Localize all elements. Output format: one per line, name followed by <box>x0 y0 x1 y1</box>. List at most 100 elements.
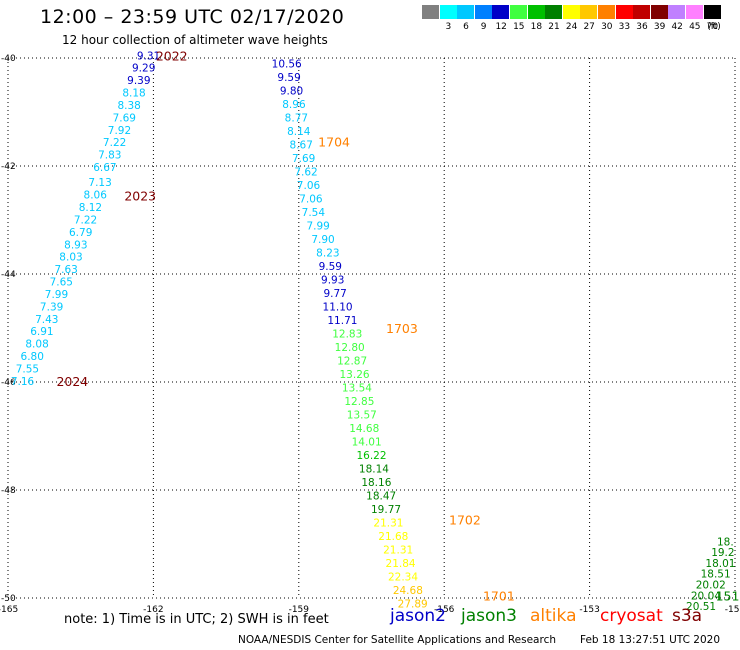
legend-label: 42 <box>671 22 683 32</box>
wave-height-value: 6.91 <box>30 326 53 338</box>
legend-swatch <box>422 5 439 19</box>
legend-swatch <box>580 5 598 19</box>
wave-height-value: 7.69 <box>292 153 315 165</box>
wave-height-value: 9.29 <box>132 63 155 75</box>
lon-tick-label: -153 <box>579 605 599 615</box>
wave-height-value: 11.10 <box>323 301 353 313</box>
legend-label: 39 <box>653 22 666 32</box>
legend-swatch <box>439 5 457 19</box>
wave-height-value: 6.79 <box>69 227 92 239</box>
track-pass-label: 2022 <box>156 48 188 63</box>
wave-height-value: 9.39 <box>127 75 150 87</box>
wave-height-value: 7.55 <box>16 364 39 376</box>
satellite-name-altika: altika <box>530 606 577 626</box>
wave-height-value: 24.68 <box>393 585 423 597</box>
wave-height-value: 18.16 <box>361 477 391 489</box>
wave-height-value: 11.71 <box>327 315 357 327</box>
legend-unit: (ft) <box>707 22 721 32</box>
track-pass-label: 1703 <box>386 321 418 336</box>
wave-height-value: 7.16 <box>11 376 35 388</box>
legend-swatch <box>457 5 475 19</box>
legend-label: 12 <box>495 22 507 32</box>
legend-swatch <box>474 5 492 19</box>
wave-height-value: 8.14 <box>287 126 311 138</box>
wave-height-value: 6.80 <box>21 351 44 363</box>
wave-height-value: 13.54 <box>342 382 372 394</box>
legend-swatch <box>668 5 686 19</box>
wave-height-value: 12.83 <box>332 328 362 340</box>
wave-height-value: 18.51 <box>701 569 731 581</box>
track-pass-label: 2024 <box>56 374 88 389</box>
footer-credit: NOAA/NESDIS Center for Satellite Applica… <box>238 634 556 646</box>
wave-height-value: 7.92 <box>108 125 131 137</box>
wave-height-value: 9.59 <box>319 261 342 273</box>
lon-tick-label: -165 <box>0 605 18 615</box>
legend-label: 30 <box>601 22 613 32</box>
legend-swatch <box>650 5 668 19</box>
wave-height-value: 8.06 <box>84 190 108 202</box>
wave-height-value: 21.31 <box>373 517 403 529</box>
lat-tick-label: -50 <box>1 594 16 604</box>
wave-height-value: 6.67 <box>93 162 116 174</box>
wave-height-value: 9.59 <box>277 72 300 84</box>
wave-height-value: 21.84 <box>386 558 416 570</box>
satellite-name-jason2: jason2 <box>390 606 446 626</box>
legend-label: 36 <box>636 22 648 32</box>
legend-label: 70 <box>706 22 719 32</box>
wave-height-value: 8.67 <box>290 139 313 151</box>
lon-tick-label: -150 <box>725 605 740 615</box>
wave-height-value: 7.22 <box>74 214 97 226</box>
satellite-name-jason3: jason3 <box>461 606 517 626</box>
wave-height-value: 20.04 <box>691 590 721 602</box>
legend-swatch <box>615 5 633 19</box>
legend-label: 27 <box>583 22 595 32</box>
legend-label: 33 <box>618 22 631 32</box>
wave-height-value: 7.22 <box>103 137 126 149</box>
wave-height-value: 7.13 <box>88 177 111 189</box>
legend-swatch <box>510 5 527 19</box>
wave-height-value: 7.43 <box>35 314 58 326</box>
lon-tick-label: -156 <box>434 605 455 615</box>
legend-swatch <box>527 5 545 19</box>
wave-height-value: 7.39 <box>40 301 63 313</box>
wave-height-value: 7.90 <box>311 234 334 246</box>
wave-height-value: 7.83 <box>98 150 121 162</box>
wave-height-value: 7.54 <box>302 207 326 219</box>
wave-height-value: 9.80 <box>280 85 303 97</box>
wave-height-value: 18. <box>717 536 734 548</box>
wave-height-value: 19.77 <box>371 504 401 516</box>
legend-swatch <box>545 5 563 19</box>
wave-height-value: 27.89 <box>398 598 428 610</box>
track-pass-label: 1514 <box>716 588 740 603</box>
wave-height-value: 7.63 <box>54 264 77 276</box>
legend-swatch <box>633 5 651 19</box>
lon-tick-label: -159 <box>289 605 310 615</box>
wave-height-value: 8.93 <box>64 239 87 251</box>
wave-height-value: 7.06 <box>299 193 323 205</box>
wave-height-value: 18.47 <box>366 490 396 502</box>
lat-tick-label: -42 <box>1 162 16 172</box>
wave-height-value: 7.65 <box>50 277 73 289</box>
wave-height-value: 22.34 <box>388 571 418 583</box>
wave-height-value: 12.87 <box>337 355 367 367</box>
wave-height-value: 7.99 <box>45 289 68 301</box>
lat-tick-label: -44 <box>1 270 16 280</box>
page-subtitle: 12 hour collection of altimeter wave hei… <box>62 33 328 47</box>
wave-height-value: 9.31 <box>137 50 160 62</box>
legend-swatch <box>598 5 615 19</box>
legend-swatch <box>703 5 721 19</box>
legend-label: 15 <box>513 22 525 32</box>
wave-height-value: 10.56 <box>272 58 302 70</box>
wave-height-value: 8.08 <box>25 339 48 351</box>
legend-label: 3 <box>445 22 452 32</box>
legend-label: 9 <box>480 22 487 32</box>
wave-height-value: 18.14 <box>359 463 389 475</box>
legend-label: 6 <box>463 22 469 32</box>
wave-height-value: 7.69 <box>113 112 136 124</box>
legend-swatch <box>492 5 510 19</box>
units-note: note: 1) Time is in UTC; 2) SWH is in fe… <box>64 612 329 627</box>
wave-height-value: 9.77 <box>323 288 346 300</box>
wave-height-value: 13.26 <box>340 369 370 381</box>
